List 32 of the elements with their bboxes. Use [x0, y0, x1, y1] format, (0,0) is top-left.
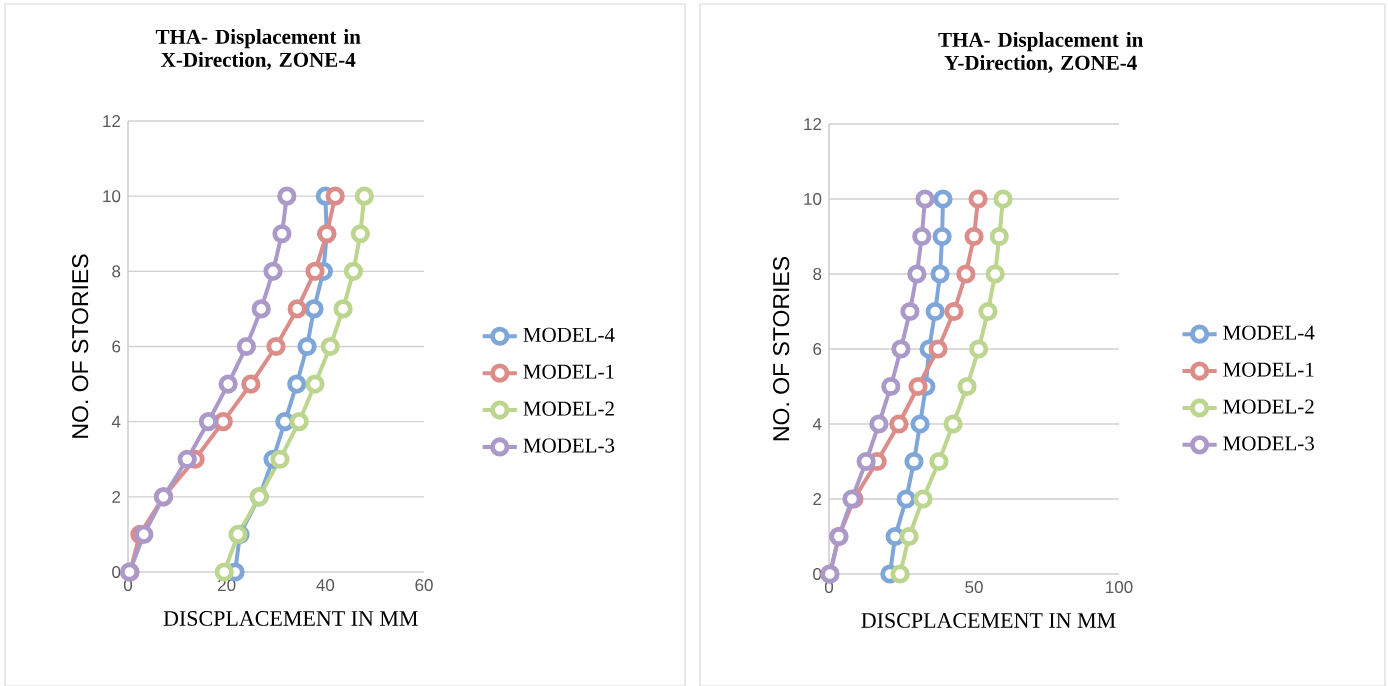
- chart-title: THA- Displacement in X-Direction, ZONE-4: [155, 29, 361, 70]
- legend-label: MODEL-3: [1223, 436, 1314, 451]
- y-tick-label: 0: [813, 567, 822, 581]
- y-tick-label: 0: [112, 565, 121, 579]
- y-tick-label: 2: [112, 490, 121, 503]
- x-tick-label: 100: [1106, 581, 1133, 594]
- x-tick-label: 60: [415, 579, 433, 592]
- y-tick-label: 4: [812, 418, 822, 430]
- legend-label: MODEL-1: [523, 364, 614, 379]
- legend-label: MODEL-4: [1223, 325, 1315, 340]
- legend-label: MODEL-4: [523, 327, 615, 342]
- y-tick-label: 10: [804, 192, 822, 205]
- y-tick-label: 12: [804, 118, 822, 130]
- y-axis-title: NO. OF STORIES: [773, 256, 790, 441]
- y-tick-label: 6: [813, 342, 822, 356]
- y-tick-label: 6: [112, 340, 121, 353]
- y-tick-label: 8: [112, 265, 121, 278]
- y-tick-label: 2: [813, 493, 822, 505]
- x-tick-label: 40: [316, 579, 335, 592]
- legend-label: MODEL-3: [523, 438, 615, 453]
- y-axis-title: NO. OF STORIES: [72, 254, 89, 438]
- y-tick-label: 8: [813, 267, 822, 281]
- x-axis-title: DISCPLACEMENT IN MM: [163, 611, 418, 626]
- chart-title: THA- Displacement in Y-Direction, ZONE-4: [938, 32, 1144, 73]
- y-tick-label: 10: [103, 190, 121, 203]
- y-tick-label: 4: [111, 415, 121, 428]
- y-tick-label: 12: [103, 115, 121, 127]
- x-axis-title: DISCPLACEMENT IN MM: [861, 613, 1116, 628]
- legend-label: MODEL-2: [523, 401, 614, 416]
- legend-label: MODEL-2: [1223, 399, 1314, 414]
- legend-label: MODEL-1: [1223, 362, 1314, 377]
- x-tick-label: 50: [965, 581, 983, 594]
